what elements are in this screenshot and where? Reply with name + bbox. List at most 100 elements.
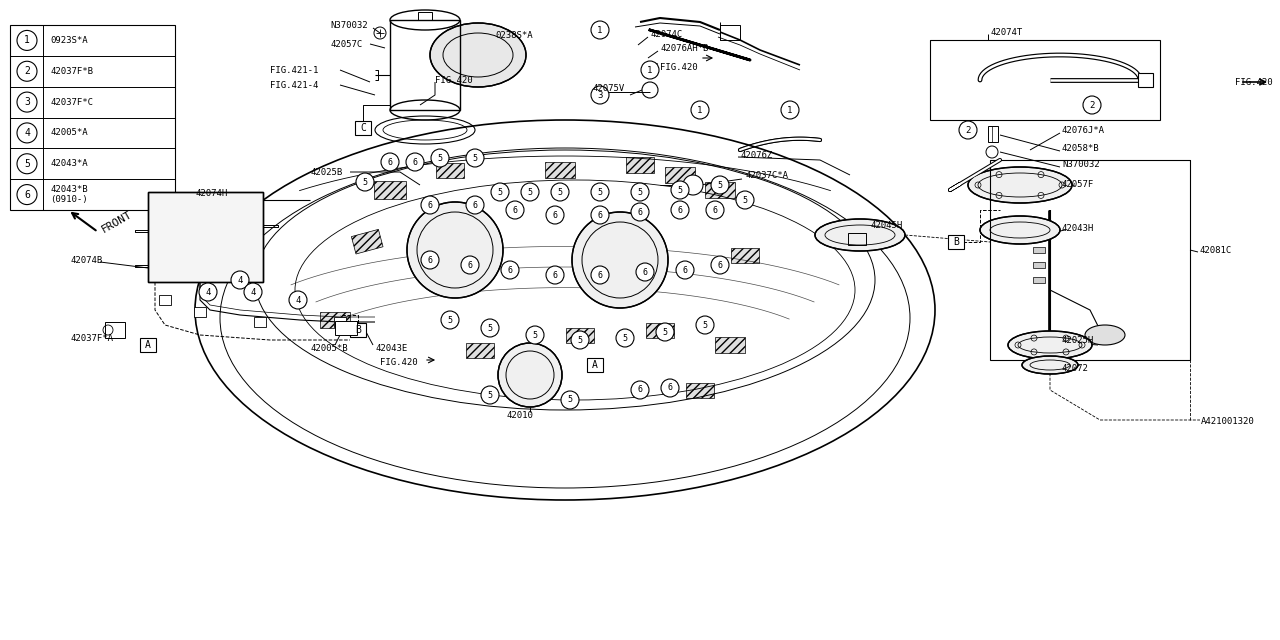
- Ellipse shape: [1009, 331, 1092, 359]
- Circle shape: [561, 391, 579, 409]
- Ellipse shape: [430, 23, 526, 87]
- Circle shape: [657, 323, 675, 341]
- Text: FIG.420: FIG.420: [435, 76, 472, 84]
- Text: N370032: N370032: [330, 20, 367, 29]
- Bar: [721, 25, 740, 40]
- Text: 42037F*A: 42037F*A: [70, 333, 113, 342]
- Circle shape: [461, 256, 479, 274]
- Circle shape: [710, 176, 730, 194]
- Circle shape: [421, 251, 439, 269]
- Text: 6: 6: [428, 200, 433, 209]
- Text: 5: 5: [532, 330, 538, 339]
- Text: 5: 5: [527, 188, 532, 196]
- Circle shape: [572, 212, 668, 308]
- Circle shape: [631, 183, 649, 201]
- Text: 42076Z: 42076Z: [740, 150, 772, 159]
- Bar: [705, 182, 735, 198]
- Circle shape: [521, 183, 539, 201]
- Text: 1: 1: [24, 35, 29, 45]
- Text: (0910-): (0910-): [50, 195, 87, 204]
- Text: 42076J*A: 42076J*A: [1062, 125, 1105, 134]
- Text: 5: 5: [362, 177, 367, 186]
- Circle shape: [591, 86, 609, 104]
- Bar: [466, 342, 494, 358]
- Text: 1: 1: [787, 106, 792, 115]
- Text: 42057C: 42057C: [330, 40, 362, 49]
- Circle shape: [660, 379, 678, 397]
- Bar: [849, 233, 867, 245]
- Circle shape: [466, 196, 484, 214]
- Circle shape: [500, 261, 518, 279]
- Text: 6: 6: [512, 205, 517, 214]
- Bar: [1033, 247, 1044, 253]
- Circle shape: [17, 123, 37, 143]
- Circle shape: [616, 329, 634, 347]
- Bar: [646, 323, 675, 337]
- Bar: [988, 126, 998, 142]
- Circle shape: [591, 183, 609, 201]
- Circle shape: [691, 101, 709, 119]
- Text: 42072: 42072: [1062, 364, 1089, 372]
- Circle shape: [356, 173, 374, 191]
- Text: 6: 6: [718, 260, 722, 269]
- Bar: [253, 317, 266, 327]
- Circle shape: [481, 386, 499, 404]
- Bar: [10, 25, 175, 210]
- Circle shape: [641, 61, 659, 79]
- Text: 5: 5: [498, 188, 503, 196]
- Text: 4: 4: [296, 296, 301, 305]
- Text: 5: 5: [488, 390, 493, 399]
- Text: 42045H: 42045H: [870, 221, 902, 230]
- Bar: [374, 181, 406, 199]
- Bar: [931, 40, 1160, 120]
- Bar: [626, 157, 654, 173]
- Bar: [1033, 262, 1044, 268]
- Bar: [666, 167, 695, 183]
- Text: 5: 5: [637, 188, 643, 196]
- Circle shape: [407, 202, 503, 298]
- Text: 42037C*A: 42037C*A: [745, 170, 788, 179]
- Text: 6: 6: [24, 189, 29, 200]
- Circle shape: [591, 266, 609, 284]
- Text: 3: 3: [598, 90, 603, 99]
- Text: 42043H: 42043H: [1062, 223, 1094, 232]
- Bar: [390, 20, 460, 110]
- Bar: [140, 338, 156, 352]
- Text: 6: 6: [467, 260, 472, 269]
- Text: FIG.420: FIG.420: [660, 63, 698, 72]
- Text: FIG.420: FIG.420: [380, 358, 417, 367]
- Circle shape: [684, 175, 703, 195]
- Text: 42037F*B: 42037F*B: [50, 67, 93, 76]
- Text: 42025B: 42025B: [310, 168, 342, 177]
- Circle shape: [230, 271, 250, 289]
- Text: 42037F*C: 42037F*C: [50, 97, 93, 107]
- Text: 5: 5: [677, 186, 682, 195]
- Circle shape: [17, 184, 37, 205]
- Text: 2: 2: [24, 67, 29, 76]
- Text: 6: 6: [388, 157, 393, 166]
- Text: 42076AH*B: 42076AH*B: [660, 44, 708, 52]
- Text: 6: 6: [713, 205, 718, 214]
- Text: 4: 4: [24, 128, 29, 138]
- Bar: [731, 248, 759, 262]
- Text: 4: 4: [251, 287, 256, 296]
- Text: 6: 6: [472, 200, 477, 209]
- Text: A: A: [593, 360, 598, 370]
- Circle shape: [671, 181, 689, 199]
- Text: 42058*B: 42058*B: [1062, 143, 1100, 152]
- Bar: [148, 192, 262, 282]
- Circle shape: [492, 183, 509, 201]
- Circle shape: [696, 316, 714, 334]
- Circle shape: [431, 149, 449, 167]
- Circle shape: [17, 154, 37, 173]
- Circle shape: [421, 196, 439, 214]
- Text: 6: 6: [598, 211, 603, 220]
- Bar: [686, 383, 714, 397]
- Text: 1: 1: [648, 65, 653, 74]
- Bar: [351, 229, 383, 254]
- Text: FRONT: FRONT: [100, 209, 134, 235]
- Text: 42057F: 42057F: [1062, 179, 1094, 189]
- Bar: [545, 162, 575, 178]
- Circle shape: [550, 183, 570, 201]
- Text: 6: 6: [428, 255, 433, 264]
